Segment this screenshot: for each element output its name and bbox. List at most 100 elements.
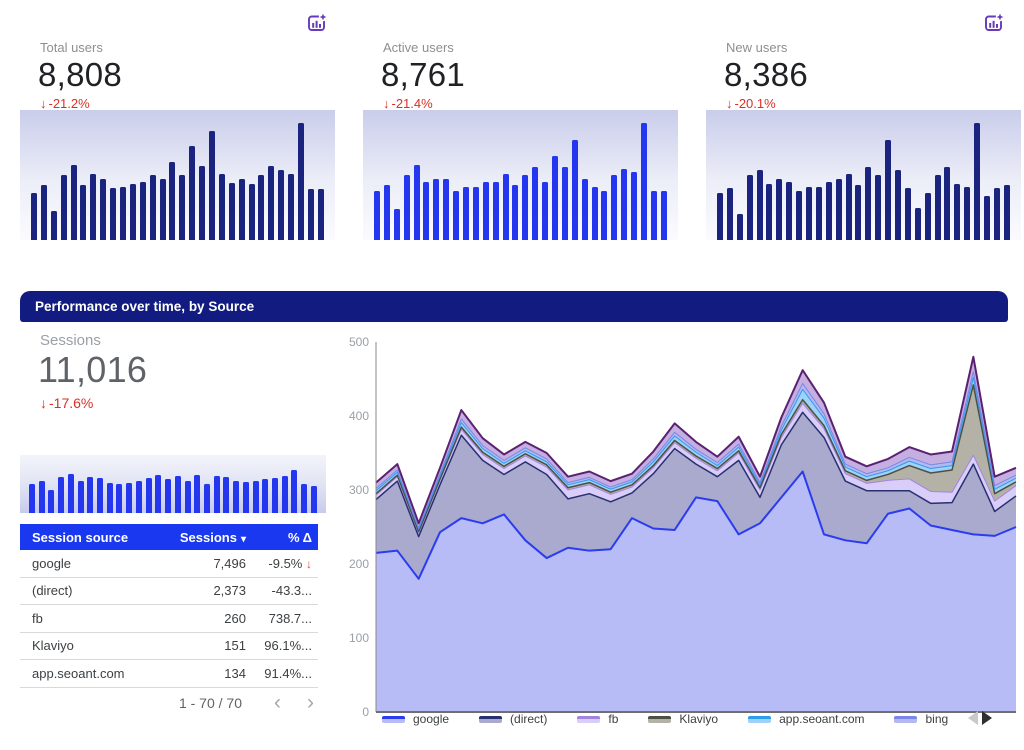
spark-bar [120,186,127,240]
spark-bar [746,175,753,240]
cell-source: fb [32,610,43,626]
chart-legend: google (direct) fb Klaviyo app.seoant.com bin… [382,712,948,726]
spark-bar [29,484,35,513]
table-row[interactable]: app.seoant.com 134 91.4%... [20,660,318,688]
total-users-sparkline-chart[interactable] [20,110,335,240]
legend-pagination [968,711,992,725]
column-header-sessions[interactable]: Sessions ▾ [179,529,246,545]
legend-label: app.seoant.com [779,712,865,726]
spark-bar [641,123,648,240]
spark-bar [993,188,1000,240]
spark-bar [796,190,803,240]
legend-item-(direct)[interactable]: (direct) [479,712,547,726]
spark-bar [31,193,37,240]
spark-bar [252,480,259,513]
table-row[interactable]: fb 260 738.7... [20,605,318,633]
sessions-scorecard-label: Sessions [40,332,101,349]
spark-bar [502,173,509,240]
table-row[interactable]: (direct) 2,373 -43.3... [20,578,318,605]
new-users-sparkline-chart[interactable] [706,110,1021,240]
spark-bar [825,181,832,240]
spark-bar [209,130,216,240]
spark-bar [174,476,181,513]
spark-bar [815,186,822,240]
spark-bar [895,169,902,240]
cell-delta: 96.1%... [264,638,312,654]
sessions-by-source-area-chart[interactable]: 0 100 200 300 400 500 [340,330,1024,722]
pagination-next-icon[interactable]: › [307,691,314,714]
spark-bar [561,167,568,240]
chart-settings-icon[interactable] [983,12,1005,34]
table-row[interactable]: google 7,496 -9.5% ↓ [20,550,318,578]
table-pagination: 1 - 70 / 70 ‹ › [20,691,318,714]
spark-bar [472,186,479,240]
spark-bar [611,175,618,240]
spark-bar [552,155,559,240]
spark-bar [271,478,278,513]
spark-bar [835,178,842,240]
sessions-sparkline-chart[interactable] [20,455,326,513]
spark-bar [954,184,961,240]
legend-item-bing[interactable]: bing [894,712,948,726]
legend-swatch [479,715,503,723]
spark-bar [159,178,166,240]
cell-source: Klaviyo [32,638,74,654]
legend-label: Klaviyo [679,712,719,726]
chart-settings-icon[interactable] [306,12,328,34]
spark-bar [865,167,872,240]
spark-bar [571,139,578,240]
spark-bar [542,181,549,240]
spark-bar [203,484,210,513]
down-arrow-icon: ↓ [40,395,47,411]
spark-bar [845,173,852,240]
spark-bar [213,476,220,513]
kpi-card-total-users: Total users 8,808 ↓ -21.2% [20,40,335,240]
down-arrow-icon: ↓ [306,556,312,571]
spark-bar [278,169,285,240]
spark-bar [403,175,410,240]
spark-bar [310,485,317,513]
spark-bar [984,195,991,240]
table-row[interactable]: Klaviyo 151 96.1%... [20,633,318,660]
spark-bar [77,480,84,513]
spark-bar [135,480,142,513]
down-arrow-icon: ↓ [383,96,390,111]
spark-bar [875,175,882,240]
legend-next-icon[interactable] [982,711,992,725]
kpi-delta: ↓ -21.2% [40,96,90,111]
spark-bar [374,190,380,240]
spark-bar [218,173,225,240]
legend-item-app.seoant.com[interactable]: app.seoant.com [748,712,864,726]
legend-item-fb[interactable]: fb [577,712,618,726]
cell-sessions: 7,496 [213,555,246,571]
area-series-(direct) [376,412,1016,579]
spark-bar [199,165,206,240]
spark-bar [87,477,94,513]
spark-bar [223,477,230,513]
spark-bar [904,188,911,240]
spark-bar [766,184,773,240]
spark-bar [650,190,657,240]
kpi-label: New users [726,40,788,55]
spark-bar [383,185,390,240]
legend-prev-icon[interactable] [968,711,978,725]
pagination-prev-icon[interactable]: ‹ [274,691,281,714]
y-axis-tick-label: 400 [349,409,369,423]
y-axis-tick-label: 100 [349,631,369,645]
active-users-sparkline-chart[interactable] [363,110,678,240]
spark-bar [248,184,255,240]
spark-bar [194,475,201,513]
spark-bar [433,178,440,240]
y-axis-tick-label: 0 [362,705,369,719]
sessions-scorecard-delta: ↓ -17.6% [40,395,94,411]
spark-bar [184,480,191,513]
down-arrow-icon: ↓ [726,96,733,111]
legend-label: fb [608,712,619,726]
spark-bar [242,481,249,513]
cell-delta: -9.5% ↓ [268,555,312,571]
spark-bar [532,167,539,240]
legend-item-Klaviyo[interactable]: Klaviyo [648,712,718,726]
area-series-fb [376,403,1016,537]
spark-bar [601,190,608,240]
legend-item-google[interactable]: google [382,712,449,726]
